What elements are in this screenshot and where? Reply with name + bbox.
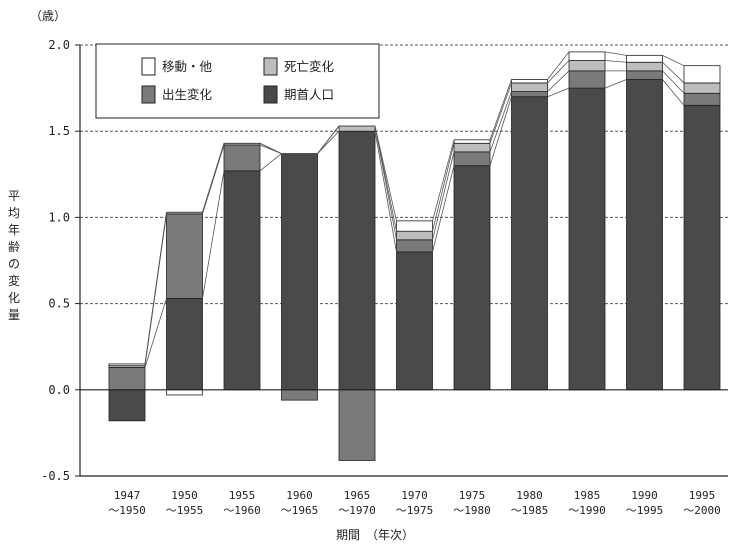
y-axis-title-char: 化 xyxy=(8,291,20,305)
bar-segment xyxy=(338,130,376,391)
bar-segment xyxy=(683,65,721,84)
y-axis-title-char: 均 xyxy=(8,206,20,220)
bar-segment xyxy=(568,51,606,61)
x-axis-title: 期間 （年次） xyxy=(336,528,414,542)
bar-segment xyxy=(511,79,548,84)
bar-segment xyxy=(453,151,491,167)
x-tick-label: ～1975 xyxy=(396,504,434,517)
bar-segment xyxy=(338,125,376,132)
bar-segment xyxy=(511,91,548,98)
bar-segment xyxy=(338,389,376,461)
bar-segment xyxy=(568,60,606,72)
legend-label: 期首人口 xyxy=(284,87,334,102)
x-tick-label: ～1985 xyxy=(511,504,549,517)
bar-segment xyxy=(166,213,203,299)
connector-line xyxy=(144,79,685,368)
y-axis-title-char: 変 xyxy=(8,273,20,288)
legend-label: 移動・他 xyxy=(162,59,213,74)
bar-segment xyxy=(396,220,433,232)
bar-segment xyxy=(108,363,146,367)
y-axis-title-char: 齢 xyxy=(8,239,20,254)
y-axis-title-char: 平 xyxy=(8,189,20,203)
legend-label: 出生変化 xyxy=(162,87,213,102)
x-tick-label: ～1960 xyxy=(223,504,261,517)
unit-label: （歳） xyxy=(30,9,66,23)
bar-segment xyxy=(626,61,663,72)
x-tick-label: ～1970 xyxy=(338,504,376,517)
x-tick-label: 1995 xyxy=(689,489,716,502)
x-tick-label: 1950 xyxy=(171,489,198,502)
y-tick-label: 0.0 xyxy=(48,383,70,397)
x-tick-label: ～1965 xyxy=(281,504,319,517)
x-tick-label: 1955 xyxy=(229,489,256,502)
x-tick-label: 1980 xyxy=(516,489,543,502)
y-tick-label: -0.5 xyxy=(41,469,70,483)
x-tick-label: 1960 xyxy=(286,489,313,502)
bar-segment xyxy=(396,230,433,241)
x-tick-label: ～1955 xyxy=(166,504,204,517)
bar-segment xyxy=(453,142,491,153)
bar-segment xyxy=(281,153,318,391)
legend-label: 死亡変化 xyxy=(284,59,335,74)
bar-segment xyxy=(626,79,663,391)
bar-segment xyxy=(108,366,146,391)
y-axis-title-char: の xyxy=(8,257,20,271)
bar-segment xyxy=(396,251,433,391)
x-tick-label: ～1990 xyxy=(568,504,606,517)
bar-segment xyxy=(223,144,261,172)
bar-segment xyxy=(223,142,261,146)
bar-segment xyxy=(108,389,146,422)
y-axis-title-char: 量 xyxy=(8,308,20,322)
bar-segment xyxy=(166,298,203,391)
x-tick-label: 1985 xyxy=(574,489,601,502)
bar-segment xyxy=(683,104,721,391)
x-tick-label: ～1980 xyxy=(453,504,491,517)
x-tick-label: 1990 xyxy=(631,489,658,502)
plot-area: 2.0 1.5 1.0 0.5 0.0 -0.5 1947 ～1950 1950 ～1955 195… xyxy=(41,38,728,517)
y-tick-label: 0.5 xyxy=(48,297,70,311)
bar-segment xyxy=(683,82,721,94)
x-tick-label: 1965 xyxy=(344,489,371,502)
x-tick-label: ～2000 xyxy=(683,504,721,517)
bar-segment xyxy=(281,389,318,401)
legend-swatch xyxy=(263,57,278,76)
y-tick-label: 2.0 xyxy=(48,38,70,52)
x-tick-label: 1947 xyxy=(114,489,141,502)
x-tick-label: ～1950 xyxy=(108,504,146,517)
bar-segment xyxy=(223,170,261,391)
legend-swatch xyxy=(141,57,156,76)
bar-segment xyxy=(453,165,491,391)
bar-segment xyxy=(626,54,663,63)
bar-segment xyxy=(683,92,721,106)
bar-segment xyxy=(396,239,433,253)
bar-segment xyxy=(511,96,548,391)
bar-segment xyxy=(166,389,203,396)
bar-segment xyxy=(568,70,606,89)
bar-segment xyxy=(626,70,663,80)
connector-line xyxy=(144,51,685,364)
legend-box xyxy=(95,43,380,119)
y-axis-title-char: 年 xyxy=(8,223,20,237)
x-tick-label: ～1995 xyxy=(626,504,664,517)
y-tick-label: 1.0 xyxy=(48,210,70,224)
legend-swatch xyxy=(263,85,278,104)
x-tick-label: 1970 xyxy=(401,489,428,502)
legend-swatch xyxy=(141,85,156,104)
y-tick-label: 1.5 xyxy=(48,124,70,138)
x-tick-label: 1975 xyxy=(459,489,486,502)
bar-segment xyxy=(568,87,606,391)
bar-segment xyxy=(511,82,548,92)
bar-segment xyxy=(166,211,203,215)
bar-segment xyxy=(453,139,491,144)
